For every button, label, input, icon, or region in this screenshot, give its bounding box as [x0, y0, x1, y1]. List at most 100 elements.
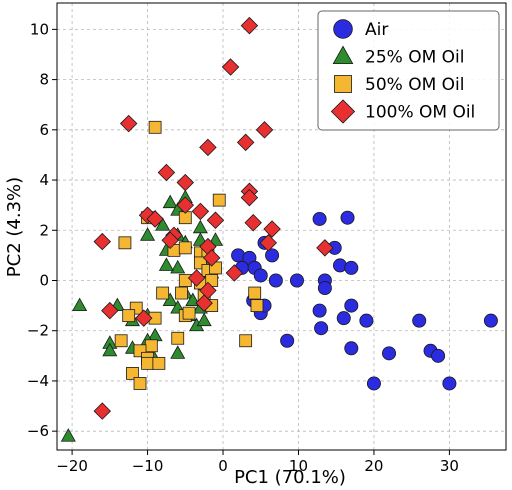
diamond-point — [221, 58, 240, 76]
square-point — [171, 331, 185, 345]
diamond-point — [135, 309, 153, 327]
circle-point — [268, 273, 283, 288]
diamond-point — [236, 133, 255, 152]
circle-point — [312, 303, 327, 318]
circle-point — [344, 260, 359, 275]
square-point — [152, 356, 166, 370]
legend-square-marker — [334, 75, 352, 93]
diamond-point — [93, 232, 112, 251]
square-point — [175, 286, 188, 300]
circle-point — [314, 321, 329, 336]
diamond-point — [101, 301, 119, 320]
square-point — [126, 367, 139, 380]
triangle-point — [162, 292, 178, 307]
diamond-point — [93, 402, 112, 420]
triangle-point — [170, 345, 186, 359]
legend-label: Air — [365, 20, 388, 40]
legend-diamond-marker — [330, 99, 356, 124]
triangle-point — [162, 194, 178, 209]
x-tick-label: −20 — [56, 457, 88, 475]
circle-point — [336, 311, 351, 326]
y-tick-label: −6 — [27, 422, 49, 440]
diamond-point — [157, 163, 176, 182]
square-point — [178, 241, 192, 255]
circle-point — [265, 248, 280, 263]
circle-point — [483, 313, 498, 328]
y-tick-label: 10 — [30, 20, 49, 38]
triangle-point — [158, 257, 174, 271]
circle-point — [312, 211, 327, 226]
circle-point — [231, 248, 246, 263]
x-tick-label: 10 — [289, 457, 308, 475]
triangle-point — [196, 312, 212, 327]
diamond-point — [176, 196, 195, 214]
square-point — [122, 309, 136, 323]
diamond-point — [161, 231, 179, 250]
circle-point — [431, 348, 446, 363]
legend-label: 100% OM Oil — [365, 103, 475, 123]
square-point — [118, 236, 132, 250]
diamond-point — [206, 211, 225, 229]
y-tick-label: 4 — [39, 171, 49, 189]
diamond-point — [195, 294, 213, 312]
legend: Air 25% OM Oil 50% OM Oil 100% OM Oil — [317, 10, 500, 131]
diamond-point — [316, 239, 334, 257]
legend-label: 50% OM Oil — [365, 75, 464, 95]
y-tick-label: 8 — [39, 71, 49, 89]
legend-box — [317, 10, 500, 131]
y-tick-label: −2 — [27, 322, 49, 340]
diamond-point — [199, 138, 217, 157]
square-point — [144, 339, 158, 353]
y-tick-label: −4 — [27, 372, 49, 390]
triangle-point — [72, 297, 88, 312]
diamond-point — [146, 210, 164, 228]
circle-point — [340, 210, 355, 225]
diamond-point — [191, 202, 210, 221]
diamond-point — [187, 269, 206, 287]
y-tick-label: 2 — [39, 221, 49, 239]
diamond-point — [240, 16, 259, 35]
circle-point — [317, 281, 332, 296]
circle-point — [359, 313, 374, 328]
square-point — [250, 299, 264, 313]
circle-point — [332, 258, 347, 273]
x-tick-label: −10 — [132, 457, 164, 475]
data-points — [60, 16, 498, 442]
y-tick-label: 0 — [39, 271, 49, 289]
circle-point — [280, 333, 295, 348]
diamond-point — [225, 264, 244, 282]
circle-point — [382, 346, 397, 361]
x-axis-label: PC1 (70.1%) — [234, 467, 346, 488]
square-point — [156, 286, 170, 300]
x-tick-label: 20 — [364, 457, 383, 475]
square-point — [239, 334, 253, 348]
legend-circle-marker — [333, 19, 353, 39]
square-point — [178, 274, 192, 287]
diamond-point — [240, 188, 259, 207]
circle-point — [253, 268, 268, 283]
circle-point — [289, 273, 304, 288]
square-point — [212, 193, 226, 207]
series-air — [231, 210, 498, 391]
diamond-point — [119, 114, 138, 133]
triangle-point — [140, 227, 156, 241]
x-tick-label: 30 — [440, 457, 459, 475]
circle-point — [366, 376, 381, 391]
diamond-point — [263, 220, 281, 238]
legend-triangle-marker — [332, 45, 354, 65]
y-axis-label: PC2 (4.3%) — [4, 177, 25, 277]
square-point — [114, 334, 128, 348]
square-point — [133, 377, 147, 390]
series-100-om-oil — [93, 16, 334, 420]
circle-point — [344, 341, 359, 356]
diamond-point — [244, 214, 262, 232]
square-point — [182, 306, 196, 320]
y-tick-label: 6 — [39, 121, 49, 139]
circle-point — [442, 376, 457, 391]
diamond-point — [202, 249, 221, 267]
triangle-point — [102, 342, 118, 357]
diamond-point — [255, 121, 274, 139]
circle-point — [412, 313, 427, 328]
